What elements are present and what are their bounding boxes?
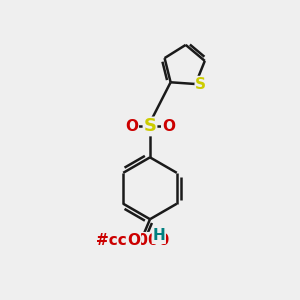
Text: #cc0000: #cc0000 xyxy=(96,233,170,248)
Text: O: O xyxy=(162,119,175,134)
Text: H: H xyxy=(152,228,165,243)
Text: O: O xyxy=(125,119,138,134)
Text: S: S xyxy=(195,76,206,92)
Text: O: O xyxy=(127,233,140,248)
Text: S: S xyxy=(143,117,157,135)
